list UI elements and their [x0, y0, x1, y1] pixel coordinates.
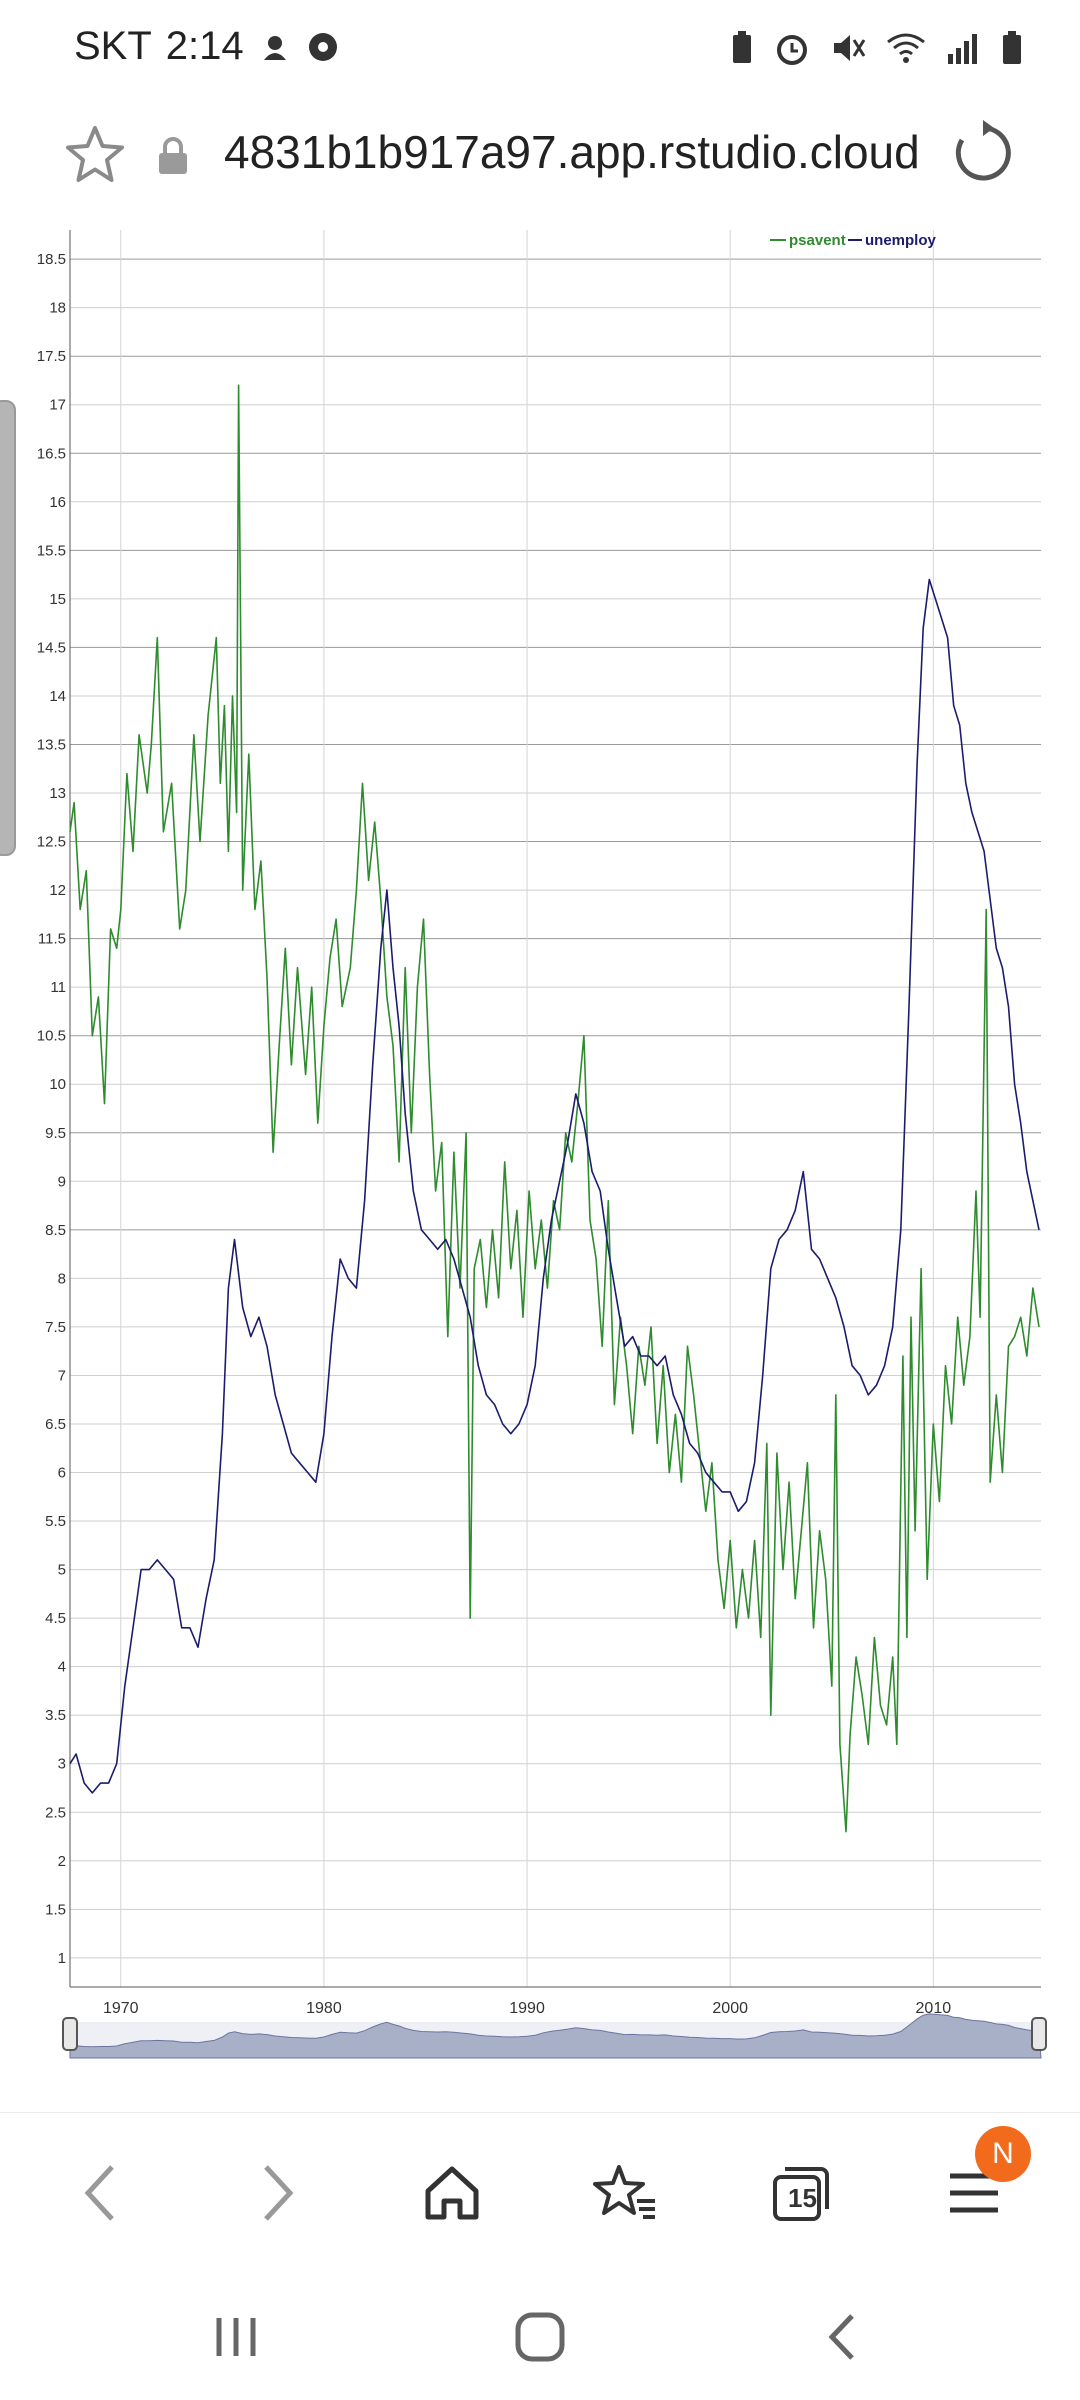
tab-count: 15: [788, 2183, 817, 2213]
back-nav-icon: [828, 2314, 854, 2360]
y-tick-label: 9.5: [45, 1125, 66, 1142]
y-tick-label: 1: [58, 1950, 66, 1967]
y-tick-label: 8.5: [45, 1222, 66, 1239]
y-tick-label: 3: [58, 1756, 66, 1773]
x-axis: 1970 1980 1990 2000 2010: [70, 1986, 1041, 2017]
range-right-handle[interactable]: [1031, 2017, 1047, 2051]
tabs-button[interactable]: 15: [754, 2145, 850, 2241]
y-tick-label: 7: [58, 1367, 66, 1384]
y-tick-label: 15.5: [37, 542, 66, 559]
url-field[interactable]: 4831b1b917a97.app.rstudio.cloud: [224, 126, 920, 178]
forward-button[interactable]: [230, 2145, 326, 2241]
aperture-icon: [308, 32, 337, 61]
y-tick-label: 10: [49, 1076, 66, 1093]
chart-grid: [70, 230, 1041, 1987]
y-tick-label: 11.5: [38, 931, 66, 948]
tabs-icon: [773, 2167, 829, 2221]
y-tick-label: 17: [49, 397, 66, 414]
clock: 2:14: [165, 24, 244, 68]
y-tick-label: 1.5: [45, 1901, 66, 1918]
y-tick-label: 9: [58, 1173, 66, 1190]
y-tick-label: 4.5: [45, 1610, 66, 1627]
web-page: 1 1.5 2 2.5 3 3.5 4 4.5 5 5.5 6 6.5 7 7.5 8 8.5 9 9.5 10 10…: [0, 222, 1080, 2112]
system-nav-bar: [0, 2272, 1080, 2400]
series-line-unemploy[interactable]: [69, 578, 1040, 1794]
back-button[interactable]: [52, 2145, 148, 2241]
y-tick-label: 14: [49, 688, 66, 705]
y-tick-label: 13: [49, 785, 66, 802]
series-line-psavent[interactable]: [69, 384, 1040, 1833]
lock-icon[interactable]: [156, 136, 190, 176]
status-right: [730, 30, 1024, 66]
range-selector[interactable]: [62, 2013, 1047, 2059]
y-tick-label: 2.5: [45, 1804, 66, 1821]
side-panel-handle[interactable]: [0, 400, 16, 856]
y-tick-label: 7.5: [45, 1319, 66, 1336]
notification-badge: N: [975, 2126, 1031, 2182]
status-left: SKT 2:14: [74, 24, 340, 69]
y-tick-label: 12.5: [37, 834, 66, 851]
y-tick-label: 16.5: [37, 445, 66, 462]
status-bar: SKT 2:14: [0, 0, 1080, 100]
home-nav-icon: [515, 2312, 565, 2362]
x-tick-label: 1980: [306, 2000, 342, 2017]
y-tick-label: 6.5: [45, 1416, 66, 1433]
reload-icon[interactable]: [950, 120, 1016, 186]
y-tick-label: 3.5: [45, 1707, 66, 1724]
x-tick-label: 2000: [712, 2000, 748, 2017]
browser-toolbar: 15: [0, 2112, 1080, 2273]
y-tick-label: 5.5: [45, 1513, 66, 1530]
bookmarks-button[interactable]: [578, 2145, 674, 2241]
y-tick-label: 17.5: [37, 348, 66, 365]
y-tick-label: 5: [58, 1562, 66, 1579]
y-tick-label: 2: [58, 1853, 66, 1870]
home-button[interactable]: [404, 2145, 500, 2241]
chart-lines: [69, 384, 1040, 1833]
back-nav-button[interactable]: [792, 2292, 892, 2382]
home-icon: [425, 2166, 479, 2220]
address-bar: 4831b1b917a97.app.rstudio.cloud: [0, 100, 1080, 223]
wifi-icon: [887, 33, 925, 63]
y-tick-label: 8: [58, 1270, 66, 1287]
x-tick-label: 1970: [103, 2000, 139, 2017]
battery-icon: [1003, 31, 1021, 64]
y-tick-label: 18: [49, 300, 66, 317]
signal-icon: [948, 34, 977, 64]
y-axis: 11.522.533.544.555.566.577.588.599.51010…: [37, 230, 71, 1987]
back-icon: [84, 2165, 114, 2221]
x-tick-label: 2010: [916, 2000, 952, 2017]
y-tick-label: 6: [58, 1465, 66, 1482]
battery-saver-icon: [733, 31, 751, 63]
y-tick-label: 14.5: [37, 639, 66, 656]
forward-icon: [264, 2165, 294, 2221]
y-tick-label: 4: [58, 1659, 66, 1676]
y-tick-label: 18.5: [37, 251, 66, 268]
y-tick-label: 10.5: [37, 1028, 66, 1045]
legend-psavent-label[interactable]: psavent: [789, 232, 846, 249]
carrier-label: SKT: [74, 24, 152, 68]
recent-apps-icon: [216, 2318, 256, 2356]
chart-legend[interactable]: psavent unemploy: [770, 232, 936, 249]
bookmarks-icon: [593, 2165, 655, 2219]
y-tick-label: 15: [49, 591, 66, 608]
x-tick-label: 1990: [509, 2000, 545, 2017]
legend-unemploy-label[interactable]: unemploy: [865, 232, 936, 249]
favorite-star-icon[interactable]: [62, 122, 128, 188]
range-left-handle[interactable]: [62, 2017, 78, 2051]
alarm-icon: [777, 35, 807, 65]
y-tick-label: 12: [49, 882, 66, 899]
range-selector-sparkline: [69, 2013, 1042, 2059]
y-tick-label: 13.5: [37, 736, 66, 753]
home-nav-button[interactable]: [490, 2292, 590, 2382]
recent-apps-button[interactable]: [186, 2292, 286, 2382]
y-tick-label: 11: [50, 979, 66, 996]
time-series-chart: 11.522.533.544.555.566.577.588.599.51010…: [37, 230, 1047, 2059]
mute-icon: [834, 35, 866, 61]
notification-icon: [263, 35, 286, 60]
y-tick-label: 16: [49, 494, 66, 511]
